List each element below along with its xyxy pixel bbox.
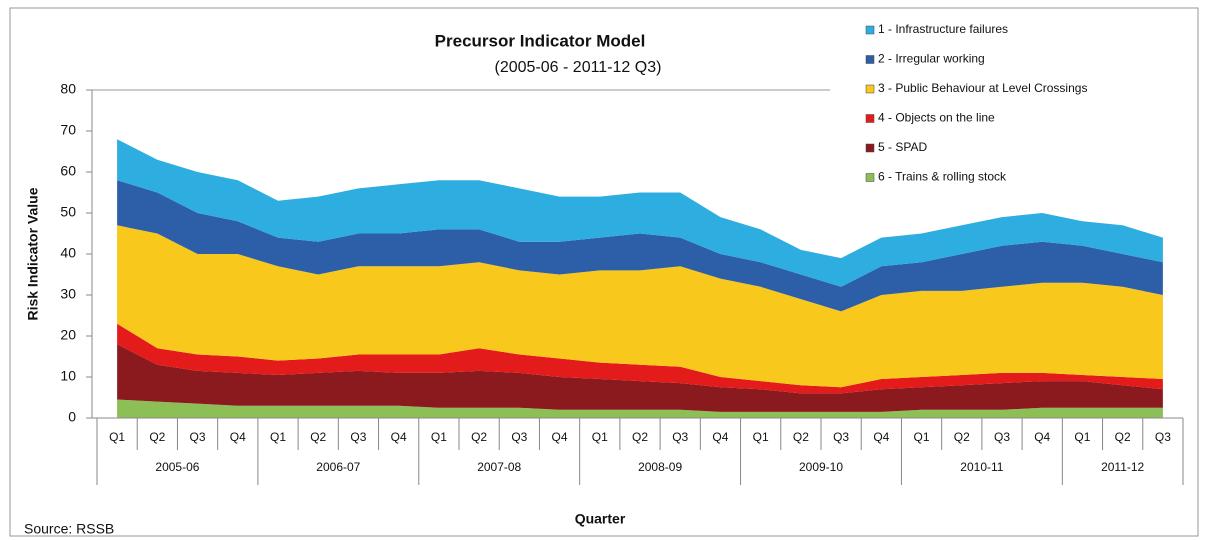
x-tick-label: Q2 [632, 430, 648, 444]
y-tick-label: 60 [60, 163, 76, 179]
x-tick-label: Q2 [149, 430, 165, 444]
x-tick-label: Q3 [1155, 430, 1171, 444]
chart-title: Precursor Indicator Model [435, 31, 646, 50]
legend-label: 1 - Infrastructure failures [878, 22, 1008, 36]
x-tick-label: Q4 [712, 430, 728, 444]
x-tick-label: Q2 [310, 430, 326, 444]
x-group-label: 2005-06 [155, 460, 199, 474]
x-axis-title: Quarter [575, 511, 626, 527]
legend-swatch [865, 84, 875, 94]
x-tick-label: Q1 [753, 430, 769, 444]
legend-swatch [865, 173, 875, 182]
y-tick-label: 50 [60, 204, 76, 220]
x-group-label: 2008-09 [638, 460, 682, 474]
x-tick-label: Q2 [954, 430, 970, 444]
area [117, 225, 1163, 388]
x-tick-label: Q3 [190, 430, 206, 444]
y-tick-label: 0 [68, 409, 76, 425]
y-tick-label: 10 [60, 368, 76, 384]
y-tick-label: 40 [60, 245, 76, 261]
x-tick-label: Q3 [994, 430, 1010, 444]
x-tick-label: Q4 [873, 430, 889, 444]
source: Source: RSSB [24, 521, 114, 537]
x-tick-label: Q3 [833, 430, 849, 444]
legend-swatch [865, 55, 875, 64]
x-tick-label: Q3 [672, 430, 688, 444]
area [117, 399, 1163, 418]
x-tick-label: Q4 [391, 430, 407, 444]
x-tick-label: Q1 [914, 430, 930, 444]
x-tick-label: Q1 [431, 430, 447, 444]
x-tick-label: Q2 [471, 430, 487, 444]
x-group-label: 2006-07 [316, 460, 360, 474]
y-tick-label: 80 [60, 81, 76, 97]
x-group-label: 2009-10 [799, 460, 843, 474]
x-tick-label: Q1 [109, 430, 125, 444]
x-tick-label: Q3 [350, 430, 366, 444]
legend-label: 5 - SPAD [878, 140, 927, 154]
y-axis-title: Risk Indicator Value [25, 187, 41, 320]
x-tick-label: Q2 [1115, 430, 1131, 444]
x-tick-label: Q3 [511, 430, 527, 444]
legend-swatch [865, 114, 875, 123]
legend-label: 3 - Public Behaviour at Level Crossings [878, 81, 1087, 95]
area [117, 139, 1163, 287]
x-group-label: 2007-08 [477, 460, 521, 474]
y-tick-label: 30 [60, 286, 76, 302]
x-group-label: 2010-11 [960, 460, 1003, 474]
x-group-label: 2011-12 [1101, 460, 1144, 474]
x-tick-label: Q1 [270, 430, 286, 444]
chart-subtitle: (2005-06 - 2011-12 Q3) [495, 59, 662, 76]
x-tick-label: Q1 [592, 430, 608, 444]
x-tick-label: Q4 [230, 430, 246, 444]
x-tick-label: Q1 [1074, 430, 1090, 444]
area [117, 344, 1163, 412]
y-tick-label: 70 [60, 122, 76, 138]
x-tick-label: Q4 [552, 430, 568, 444]
x-tick-label: Q4 [1034, 430, 1050, 444]
legend-swatch [865, 25, 875, 35]
y-tick-label: 20 [60, 327, 76, 343]
area [117, 323, 1163, 394]
legend-label: 6 - Trains & rolling stock [878, 170, 1007, 184]
area [117, 180, 1163, 312]
legend-swatch [865, 143, 875, 153]
legend-label: 4 - Objects on the line [878, 111, 995, 125]
x-tick-label: Q2 [793, 430, 809, 444]
legend-label: 2 - Irregular working [878, 52, 985, 66]
